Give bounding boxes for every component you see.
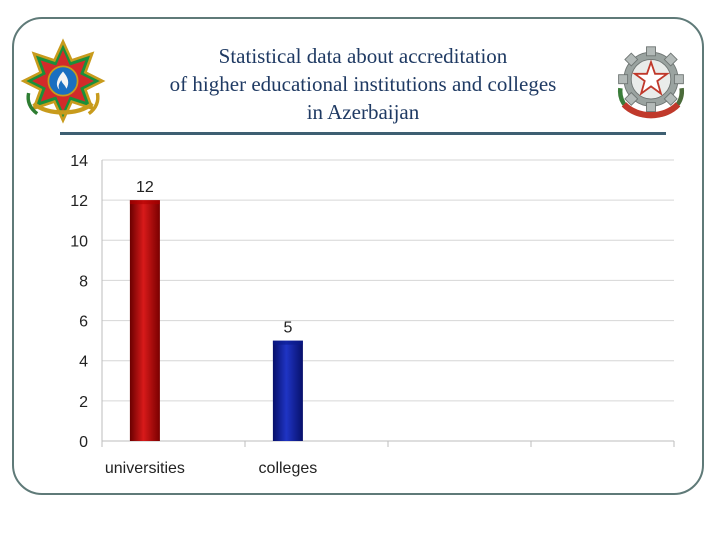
data-label-universities: 12 <box>136 179 154 196</box>
axes <box>101 160 675 447</box>
bar-universities <box>129 200 160 441</box>
y-tick-label: 6 <box>79 314 88 331</box>
y-tick-label: 0 <box>79 434 88 451</box>
gridlines <box>102 159 674 442</box>
data-label-colleges: 5 <box>283 320 292 337</box>
y-tick-label: 14 <box>70 153 88 170</box>
bar-colleges <box>272 340 303 441</box>
x-category-label: universities <box>105 460 185 477</box>
y-tick-label: 12 <box>70 193 88 210</box>
title-divider <box>60 132 666 135</box>
y-tick-label: 2 <box>79 394 88 411</box>
bars <box>129 200 303 441</box>
title-line-1: Statistical data about accreditation <box>218 44 508 68</box>
y-tick-label: 4 <box>79 354 88 371</box>
title-line-2: of higher educational institutions and c… <box>169 72 557 96</box>
bar-cap-colleges <box>272 340 303 345</box>
y-tick-label: 10 <box>70 233 88 250</box>
labels: 0 2 4 6 8 10 12 14 universities 12 colleges 5 <box>70 153 317 477</box>
x-category-label: colleges <box>259 460 318 477</box>
title-line-3: in Azerbaijan <box>306 100 420 124</box>
italy-emblem-icon <box>618 46 684 119</box>
azerbaijan-emblem-icon <box>20 38 106 124</box>
bar-cap-universities <box>129 200 160 205</box>
slide-title: Statistical data about accreditation of … <box>118 42 608 126</box>
slide-frame <box>12 17 704 495</box>
y-tick-label: 8 <box>79 273 88 290</box>
